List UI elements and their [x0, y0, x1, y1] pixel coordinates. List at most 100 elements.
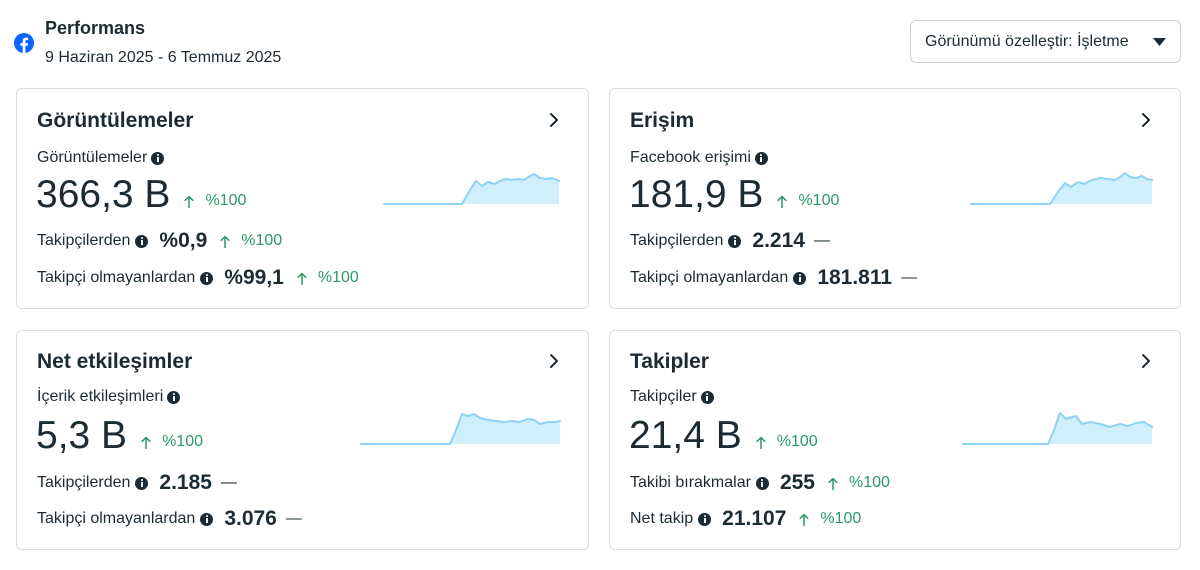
no-change-indicator: —	[220, 474, 237, 491]
info-icon[interactable]	[200, 512, 214, 526]
arrow-up-icon	[141, 436, 151, 449]
arrow-up-icon	[756, 436, 766, 449]
breakdown-value: %99,1	[224, 266, 284, 289]
breakdown-row-non-followers: Takipçi olmayanlardan 3.076 —	[37, 506, 302, 532]
no-change-indicator: —	[813, 232, 830, 249]
breakdown-value: 255	[779, 471, 815, 494]
breakdown-row-followers: Takipçilerden 2.185 —	[37, 470, 237, 496]
chevron-shape	[550, 354, 558, 368]
breakdown-label: Takipçi olmayanlardan	[37, 269, 196, 286]
sparkline-area	[450, 414, 560, 444]
metric-label: Görüntülemeler	[37, 149, 148, 166]
info-icon[interactable]	[167, 390, 181, 404]
arrow-up-icon	[777, 195, 788, 208]
change-percent: %100	[776, 433, 818, 450]
breakdown-change: %100	[297, 268, 359, 288]
info-icon[interactable]	[793, 271, 807, 285]
info-icon[interactable]	[151, 151, 165, 165]
card-title: Net etkileşimler	[37, 350, 193, 373]
breakdown-row-followers: Takipçilerden %0,9 %100	[37, 228, 282, 254]
date-range: 9 Haziran 2025 - 6 Temmuz 2025	[45, 49, 282, 66]
metric-label-row: İçerik etkileşimleri	[37, 387, 181, 407]
open-details-button[interactable]	[1134, 108, 1158, 132]
open-details-button[interactable]	[542, 349, 566, 373]
change-percent: %100	[317, 269, 359, 286]
arrow-up-shape	[220, 235, 230, 248]
card-title: Takipler	[630, 350, 709, 373]
info-icon[interactable]	[135, 234, 149, 248]
info-icon[interactable]	[135, 476, 149, 490]
arrow-up-shape	[756, 436, 766, 449]
card-net-interactions[interactable]: Net etkileşimler İçerik etkileşimleri 5,…	[16, 330, 589, 550]
customize-view-label: Görünümü özelleştir: İşletme	[925, 32, 1129, 50]
open-details-button[interactable]	[1134, 349, 1158, 373]
metric-change: %100	[141, 432, 203, 452]
card-title: Erişim	[630, 109, 695, 132]
facebook-logo-f	[20, 37, 29, 53]
change-percent: %100	[820, 510, 862, 527]
breakdown-value: 2.185	[159, 471, 212, 494]
metric-value: 181,9 B	[629, 173, 764, 216]
sparkline-area	[1050, 173, 1152, 204]
metric-change: %100	[777, 191, 839, 211]
chevron-shape	[550, 113, 558, 127]
arrow-up-icon	[828, 477, 838, 490]
breakdown-value: 21.107	[722, 507, 787, 530]
facebook-icon	[14, 33, 34, 53]
chevron-shape	[1142, 113, 1150, 127]
page-title: Performans	[45, 18, 146, 38]
sparkline-line	[970, 172, 1153, 205]
change-percent: %100	[241, 232, 283, 249]
metric-value: 366,3 B	[36, 173, 171, 216]
info-icon[interactable]	[200, 271, 214, 285]
breakdown-label: Takipçilerden	[37, 474, 131, 491]
breakdown-row-non-followers: Takipçi olmayanlardan %99,1 %100	[37, 265, 359, 291]
arrow-up-shape	[184, 195, 195, 208]
breakdown-row-non-followers: Takipçi olmayanlardan 181.811 —	[630, 265, 917, 291]
chevron-right-icon	[1142, 354, 1150, 368]
metric-value-row: 181,9 B %100	[629, 172, 839, 218]
breakdown-row-net-follows: Net takip 21.107 %100	[630, 506, 861, 532]
breakdown-label: Takipçilerden	[37, 232, 131, 249]
info-icon[interactable]	[755, 476, 769, 490]
breakdown-label: Takibi bırakmalar	[630, 474, 751, 491]
change-percent: %100	[848, 474, 890, 491]
card-follows[interactable]: Takipler Takipçiler 21,4 B %100 Takibi b…	[609, 330, 1181, 550]
breakdown-row-unfollows: Takibi bırakmalar 255 %100	[630, 470, 890, 496]
customize-view-dropdown[interactable]: Görünümü özelleştir: İşletme	[910, 20, 1181, 63]
arrow-up-icon	[297, 272, 307, 285]
breakdown-change: %100	[828, 473, 890, 493]
breakdown-value: 2.214	[752, 229, 805, 252]
info-icon[interactable]	[700, 390, 714, 404]
sparkline-chart	[962, 412, 1153, 445]
metric-value-row: 5,3 B %100	[36, 413, 203, 459]
metric-change: %100	[184, 191, 246, 211]
arrow-up-shape	[297, 272, 307, 285]
info-icon[interactable]	[728, 234, 742, 248]
no-change-indicator: —	[901, 269, 918, 286]
metric-label: İçerik etkileşimleri	[37, 388, 164, 405]
breakdown-value: %0,9	[159, 229, 208, 252]
sparkline-area	[462, 174, 559, 204]
open-details-button[interactable]	[542, 108, 566, 132]
info-icon[interactable]	[754, 151, 768, 165]
sparkline-line	[962, 412, 1153, 445]
metric-label: Takipçiler	[630, 388, 697, 405]
chevron-right-icon	[550, 354, 558, 368]
metric-label-row: Görüntülemeler	[37, 148, 165, 168]
chevron-shape	[1142, 354, 1150, 368]
sparkline-area	[1048, 413, 1152, 444]
metric-value: 5,3 B	[36, 414, 128, 457]
breakdown-label: Net takip	[630, 510, 694, 527]
metric-label-row: Facebook erişimi	[630, 148, 768, 168]
breakdown-label: Takipçi olmayanlardan	[630, 269, 789, 286]
metric-label-row: Takipçiler	[630, 387, 714, 407]
caret-shape	[1153, 38, 1166, 46]
chevron-right-icon	[1142, 113, 1150, 127]
card-views[interactable]: Görüntülemeler Görüntülemeler 366,3 B %1…	[16, 88, 589, 309]
breakdown-value: 181.811	[817, 266, 893, 289]
card-reach[interactable]: Erişim Facebook erişimi 181,9 B %100 Tak…	[609, 88, 1181, 309]
change-percent: %100	[798, 192, 840, 209]
breakdown-row-followers: Takipçilerden 2.214 —	[630, 228, 830, 254]
info-icon[interactable]	[698, 512, 712, 526]
